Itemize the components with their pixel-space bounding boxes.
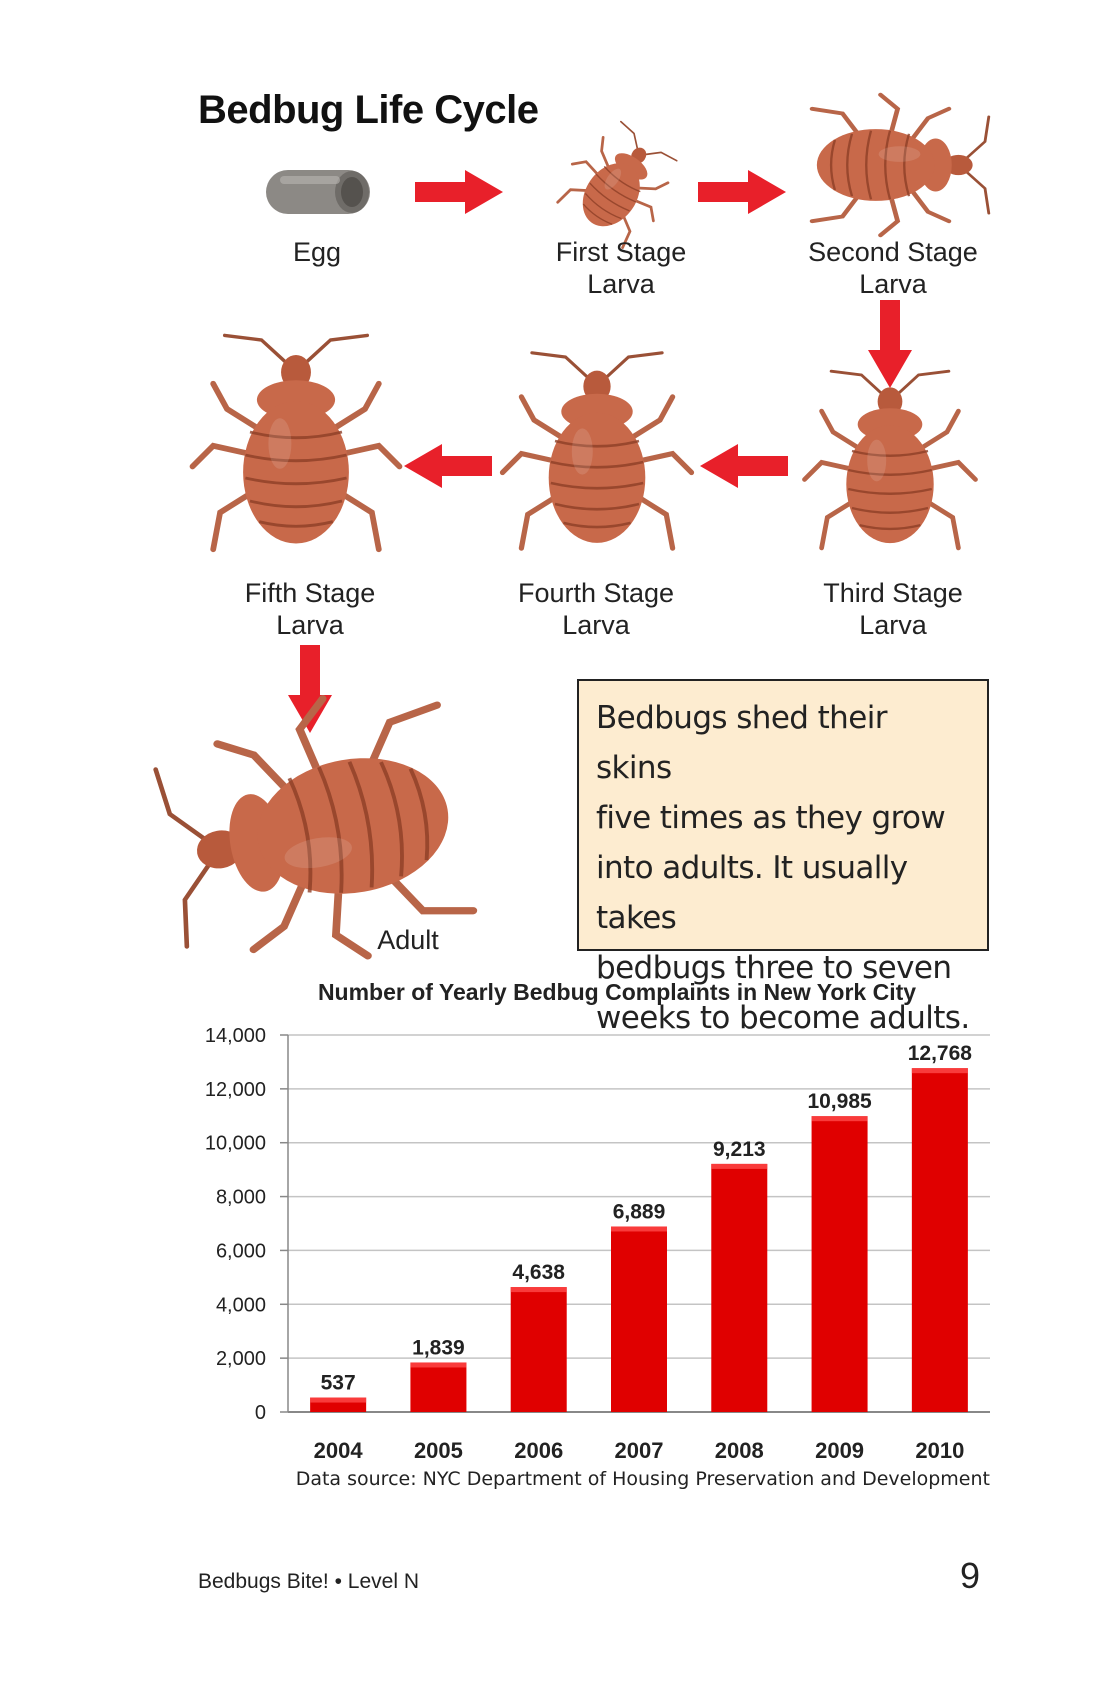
y-tick-label: 8,000 (216, 1187, 266, 1209)
chart-x-axis: 2004 2005 2006 2007 2008 2009 2010 (314, 1438, 965, 1463)
stage-label-first: First Stage Larva (555, 237, 687, 299)
stage-label-third: Third Stage Larva (823, 578, 963, 640)
bar (911, 1068, 968, 1412)
chart-source: Data source: NYC Department of Housing P… (296, 1468, 990, 1490)
arrow-fourth-to-fifth (404, 444, 492, 488)
bar-data-label: 1,839 (412, 1336, 465, 1359)
y-tick-label: 14,000 (205, 1025, 266, 1047)
bar (410, 1362, 467, 1412)
page-number: 9 (960, 1555, 981, 1596)
bar (811, 1116, 868, 1412)
y-tick-label: 6,000 (216, 1240, 266, 1262)
footer-book-title: Bedbugs Bite! • Level N (198, 1570, 419, 1593)
x-tick-label: 2005 (414, 1438, 463, 1463)
bar-data-label: 6,889 (613, 1200, 666, 1223)
complaints-bar-chart: Number of Yearly Bedbug Complaints in Ne… (205, 979, 990, 1490)
chart-y-axis: 0 2,000 4,000 6,000 8,000 10,000 12,000 14,000 (205, 1025, 266, 1424)
x-tick-label: 2008 (715, 1438, 764, 1463)
note-line: five times as they grow (596, 800, 946, 836)
first-stage-larva-illustration (548, 111, 691, 255)
y-tick-label: 2,000 (216, 1348, 266, 1370)
bar-highlight (711, 1163, 768, 1169)
bar (711, 1163, 768, 1412)
x-tick-label: 2007 (615, 1438, 664, 1463)
bar-data-label: 10,985 (807, 1090, 872, 1113)
bar (510, 1287, 567, 1412)
third-stage-larva-illustration (805, 371, 976, 548)
bar-data-label: 537 (321, 1372, 356, 1395)
fifth-stage-larva-illustration (193, 335, 400, 549)
x-tick-label: 2004 (314, 1438, 364, 1463)
y-tick-label: 4,000 (216, 1294, 266, 1316)
bar-highlight (611, 1226, 667, 1232)
egg-illustration (266, 170, 370, 214)
stage-label-second: Second Stage Larva (808, 237, 978, 299)
bar-highlight (811, 1116, 868, 1122)
bar (611, 1226, 667, 1412)
stage-label-adult: Adult (377, 925, 439, 955)
lifecycle-diagram (0, 0, 1100, 970)
note-line: Bedbugs shed their skins (596, 700, 887, 786)
fact-note-box: Bedbugs shed their skins five times as t… (577, 679, 989, 1036)
arrow-third-to-fourth (700, 444, 788, 488)
x-tick-label: 2006 (514, 1438, 563, 1463)
second-stage-larva-illustration (812, 95, 989, 235)
arrow-egg-to-first (415, 170, 503, 214)
note-line: weeks to become adults. (596, 1000, 970, 1036)
bar-highlight (911, 1068, 968, 1074)
bar-highlight (510, 1287, 567, 1293)
note-line: bedbugs three to seven (596, 950, 952, 986)
lifecycle-title: Bedbug Life Cycle (198, 88, 539, 132)
chart-bars: 537 1,839 4,638 6,889 9,213 10,985 12,768 (310, 1042, 972, 1412)
stage-label-fifth: Fifth Stage Larva (244, 578, 376, 640)
y-tick-label: 10,000 (205, 1133, 266, 1155)
arrow-first-to-second (698, 170, 786, 214)
bar-highlight (310, 1397, 367, 1403)
chart-title: Number of Yearly Bedbug Complaints in Ne… (318, 979, 916, 1005)
arrow-second-to-third (868, 300, 912, 388)
stage-label-fourth: Fourth Stage Larva (517, 578, 675, 640)
note-line: into adults. It usually takes (596, 850, 908, 936)
bar-highlight (410, 1362, 467, 1368)
stage-label-egg: Egg (292, 237, 342, 267)
fourth-stage-larva-illustration (503, 353, 692, 548)
y-tick-label: 0 (255, 1402, 266, 1424)
x-tick-label: 2010 (915, 1438, 964, 1463)
bar-data-label: 9,213 (713, 1138, 766, 1161)
y-tick-label: 12,000 (205, 1079, 266, 1101)
bar-data-label: 4,638 (512, 1261, 565, 1284)
x-tick-label: 2009 (815, 1438, 864, 1463)
bar-data-label: 12,768 (908, 1042, 973, 1065)
